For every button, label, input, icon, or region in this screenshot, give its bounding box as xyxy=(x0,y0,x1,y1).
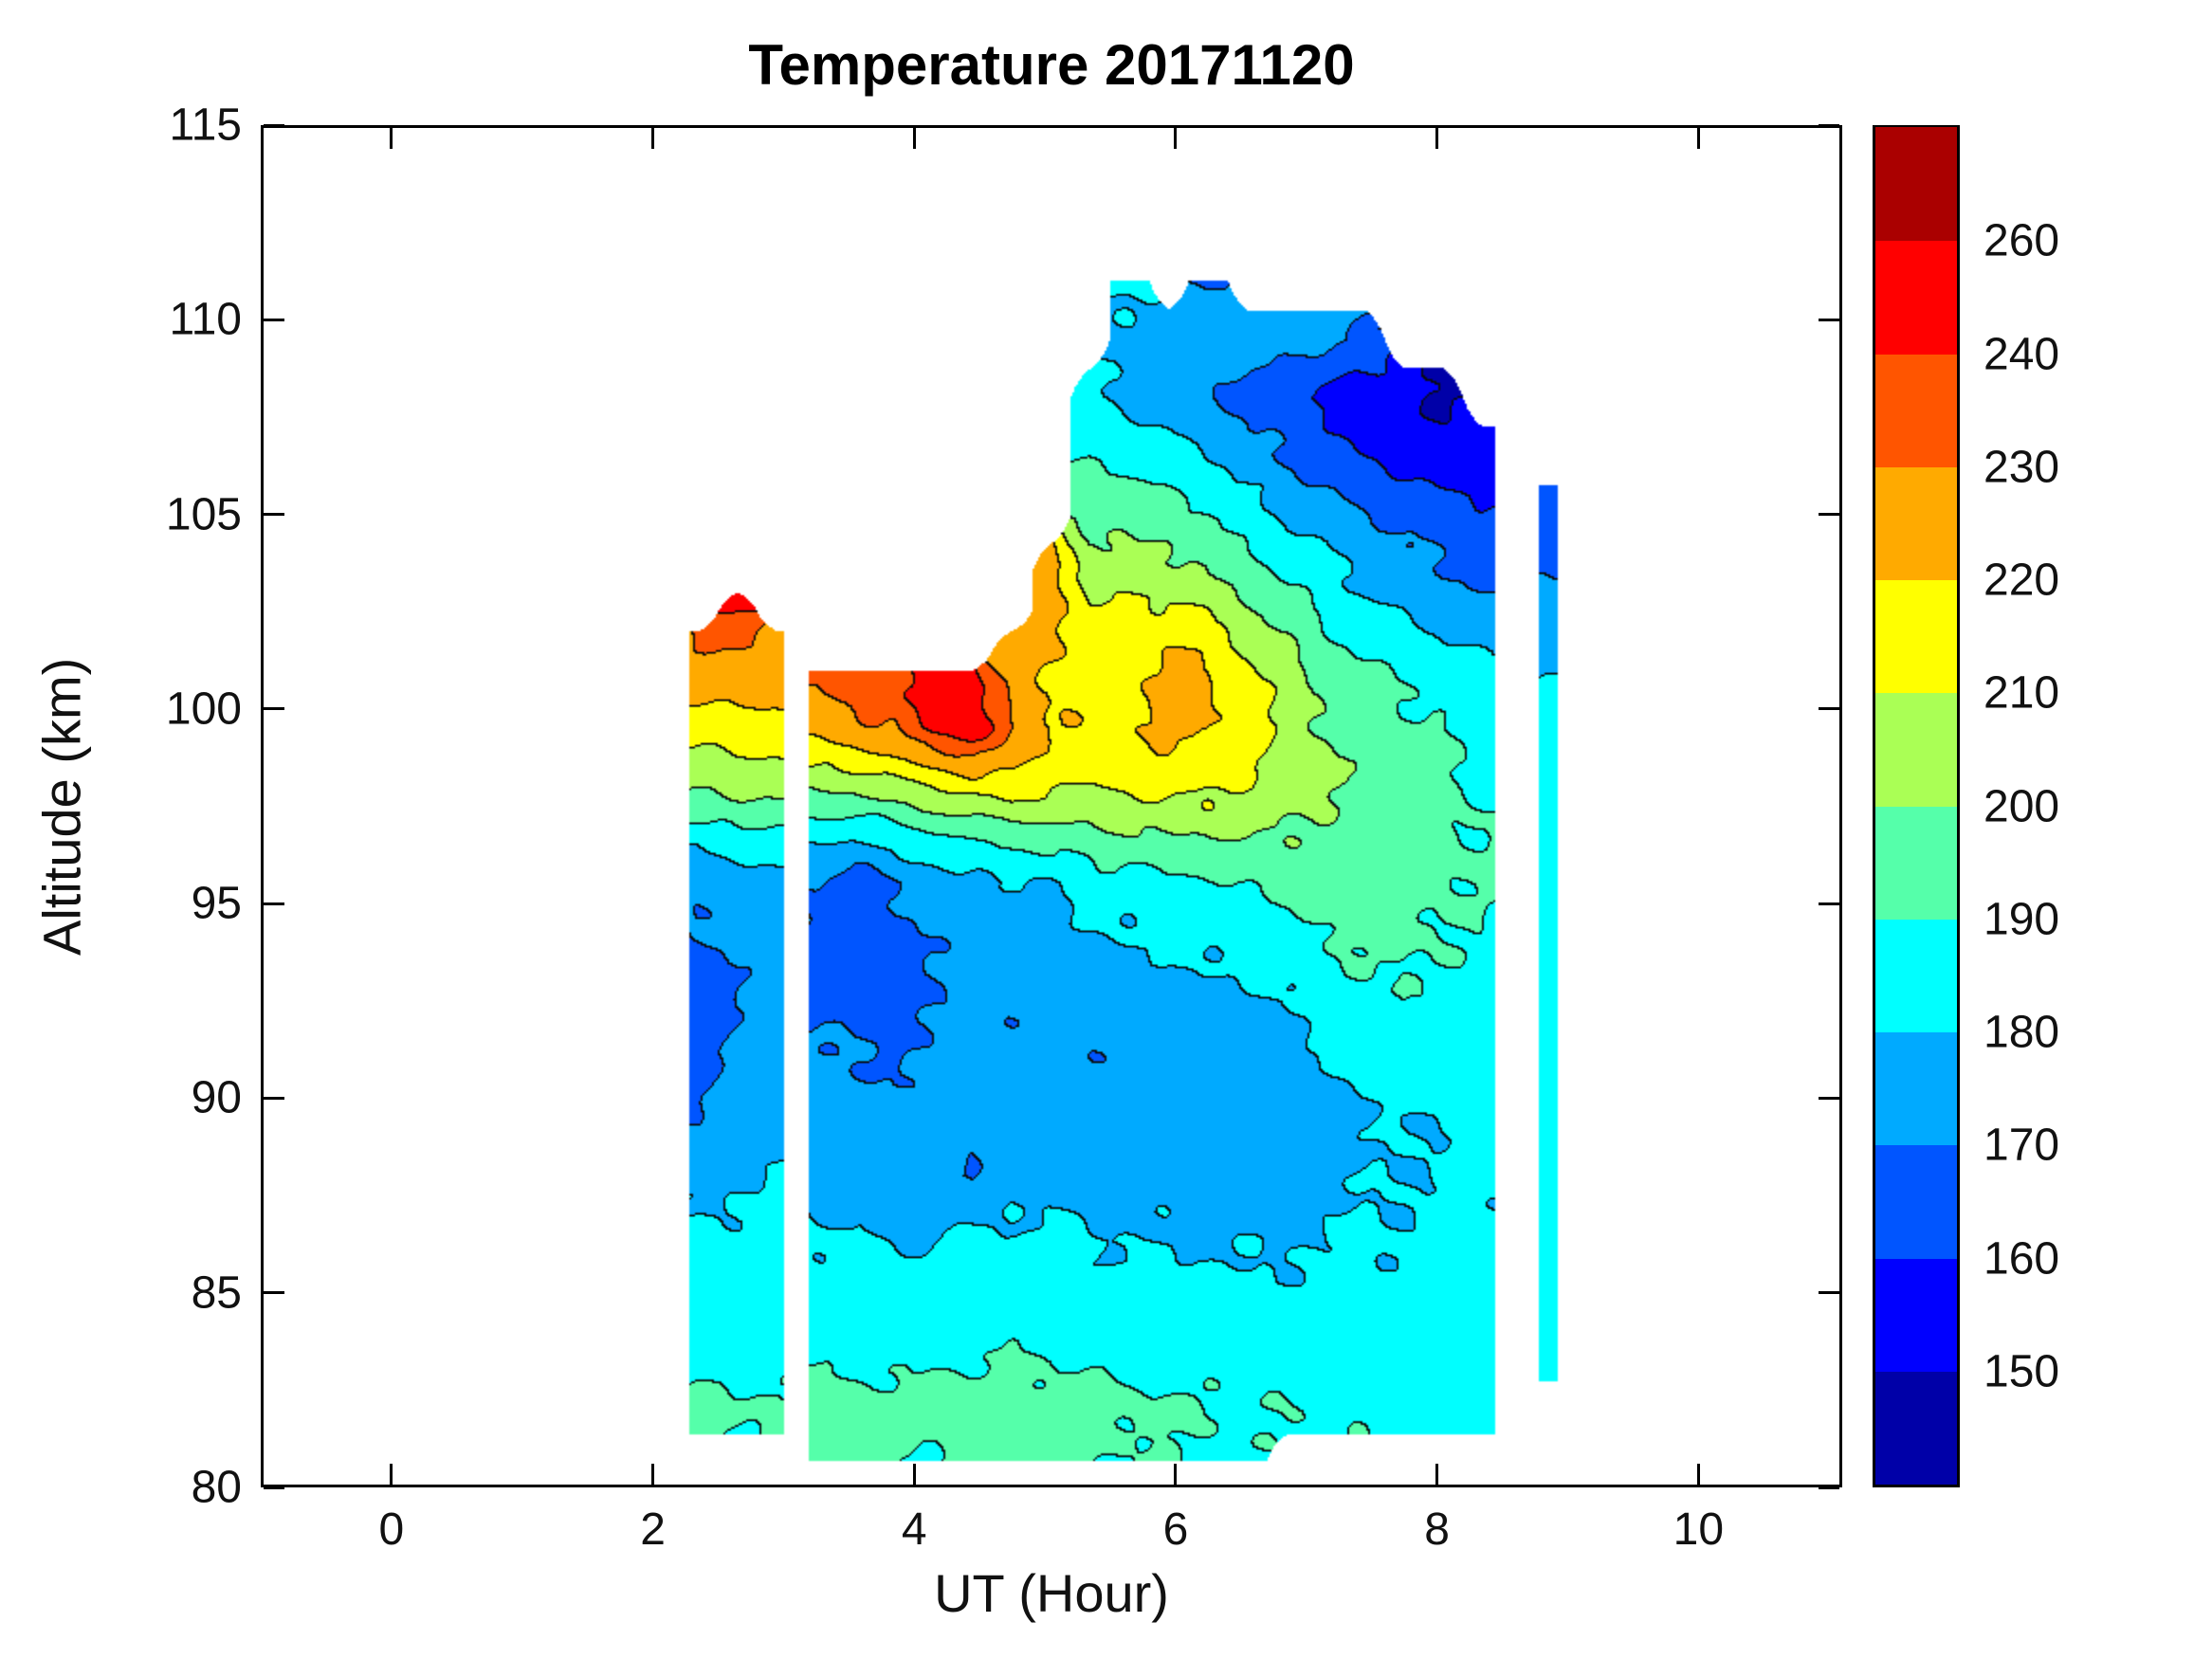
x-tick-label: 0 xyxy=(378,1504,405,1555)
colorbar-band xyxy=(1875,466,1957,580)
chart-title: Temperature 20171120 xyxy=(748,33,1355,97)
plot-area xyxy=(261,125,1842,1487)
colorbar-tick-label: 210 xyxy=(1983,667,2060,719)
y-tick-mark xyxy=(264,1096,284,1100)
y-tick-mark xyxy=(1819,123,1839,127)
y-tick-mark xyxy=(1819,902,1839,905)
y-axis-label: Altitude (km) xyxy=(31,657,92,956)
y-tick-label: 115 xyxy=(169,100,242,151)
y-tick-mark xyxy=(264,1486,284,1489)
x-tick-mark xyxy=(912,1464,916,1485)
x-tick-mark xyxy=(390,1464,393,1485)
x-tick-mark xyxy=(912,128,916,149)
y-tick-mark xyxy=(264,513,284,517)
y-tick-mark xyxy=(1819,707,1839,711)
colorbar-band xyxy=(1875,579,1957,694)
y-tick-mark xyxy=(1819,318,1839,321)
colorbar-tick-label: 220 xyxy=(1983,555,2060,606)
y-tick-mark xyxy=(1819,513,1839,517)
colorbar-band xyxy=(1875,1371,1957,1485)
y-tick-mark xyxy=(1819,1096,1839,1100)
colorbar-band xyxy=(1875,127,1957,242)
y-tick-mark xyxy=(264,1291,284,1295)
y-tick-label: 80 xyxy=(191,1462,242,1513)
y-tick-label: 90 xyxy=(191,1072,242,1123)
y-tick-mark xyxy=(264,707,284,711)
contour-plot xyxy=(261,125,1842,1487)
x-tick-mark xyxy=(651,1464,655,1485)
colorbar-band xyxy=(1875,353,1957,467)
y-tick-mark xyxy=(264,902,284,905)
x-tick-mark xyxy=(1174,1464,1178,1485)
x-tick-label: 4 xyxy=(901,1504,927,1555)
x-tick-mark xyxy=(1696,128,1700,149)
colorbar-tick-label: 230 xyxy=(1983,442,2060,493)
x-tick-mark xyxy=(1174,128,1178,149)
colorbar-tick-label: 150 xyxy=(1983,1346,2060,1397)
colorbar-band xyxy=(1875,919,1957,1032)
colorbar-band xyxy=(1875,1144,1957,1259)
colorbar-tick-label: 260 xyxy=(1983,215,2060,266)
colorbar xyxy=(1873,125,1960,1487)
y-tick-label: 85 xyxy=(191,1267,242,1319)
y-tick-label: 110 xyxy=(169,294,242,345)
x-tick-label: 6 xyxy=(1162,1504,1189,1555)
y-tick-mark xyxy=(1819,1291,1839,1295)
x-tick-label: 2 xyxy=(640,1504,666,1555)
x-axis-label: UT (Hour) xyxy=(934,1563,1169,1623)
y-tick-mark xyxy=(264,123,284,127)
x-tick-mark xyxy=(651,128,655,149)
y-tick-label: 100 xyxy=(165,684,242,735)
colorbar-band xyxy=(1875,240,1957,355)
x-tick-mark xyxy=(1435,128,1439,149)
colorbar-tick-label: 240 xyxy=(1983,329,2060,379)
colorbar-tick-label: 170 xyxy=(1983,1120,2060,1171)
colorbar-tick-label: 200 xyxy=(1983,781,2060,831)
colorbar-band xyxy=(1875,1031,1957,1146)
y-tick-label: 95 xyxy=(191,878,242,929)
x-tick-mark xyxy=(1435,1464,1439,1485)
colorbar-band xyxy=(1875,1257,1957,1372)
x-tick-mark xyxy=(390,128,393,149)
colorbar-tick-label: 190 xyxy=(1983,894,2060,945)
y-tick-mark xyxy=(264,318,284,321)
colorbar-band xyxy=(1875,805,1957,920)
x-tick-mark xyxy=(1696,1464,1700,1485)
colorbar-tick-label: 180 xyxy=(1983,1007,2060,1058)
x-tick-label: 10 xyxy=(1673,1504,1725,1555)
colorbar-band xyxy=(1875,692,1957,807)
y-tick-mark xyxy=(1819,1486,1839,1489)
x-tick-label: 8 xyxy=(1424,1504,1451,1555)
colorbar-tick-label: 160 xyxy=(1983,1233,2060,1284)
y-tick-label: 105 xyxy=(165,489,242,540)
